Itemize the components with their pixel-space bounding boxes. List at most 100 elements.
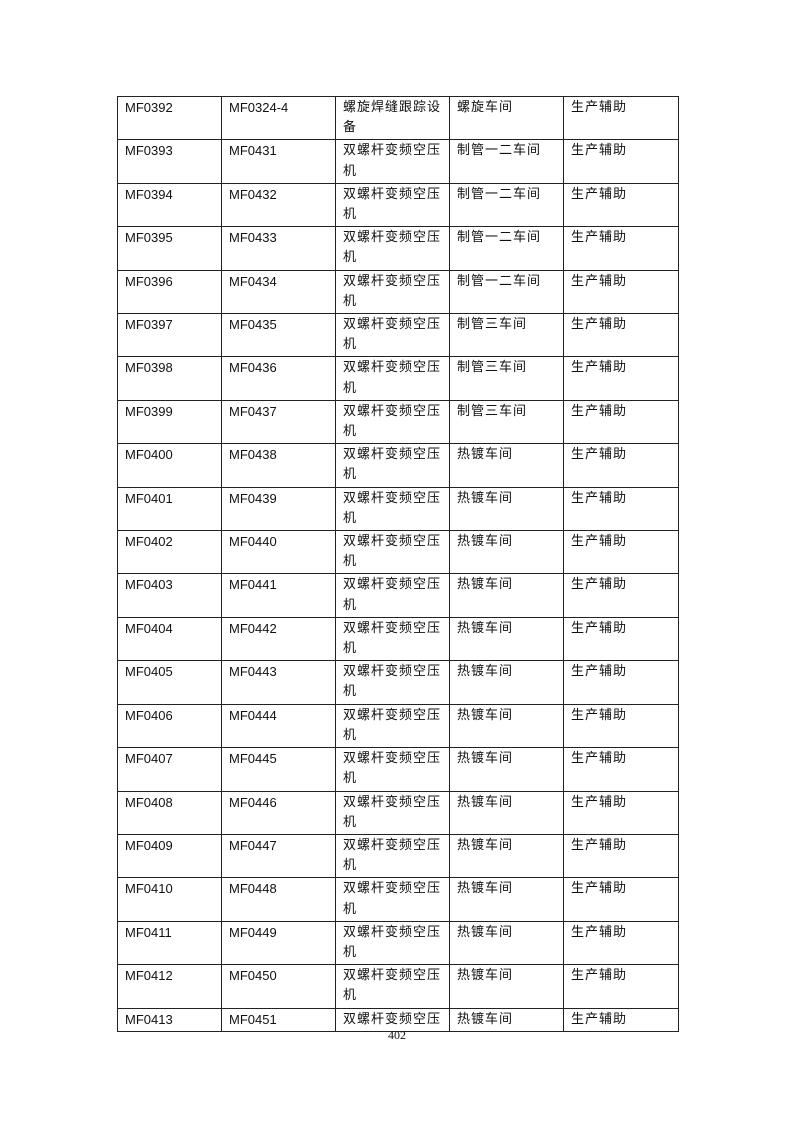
- table-cell: 双螺杆变频空压机: [335, 877, 450, 922]
- table-cell: 生产辅助: [563, 313, 679, 358]
- table-cell: MF0438: [221, 443, 336, 488]
- table-row: MF0406 MF0444 双螺杆变频空压机 热镀车间 生产辅助: [117, 703, 679, 749]
- page-number: 402: [388, 1028, 406, 1042]
- table-cell: MF0398: [117, 356, 222, 401]
- table-cell: MF0403: [117, 573, 222, 618]
- table-cell: 双螺杆变频空压机: [335, 356, 450, 401]
- table-cell: 螺旋焊缝跟踪设备: [335, 95, 450, 141]
- table-cell: 生产辅助: [563, 356, 679, 401]
- table-row: MF0412 MF0450 双螺杆变频空压机 热镀车间 生产辅助: [117, 964, 679, 1009]
- table-cell: 热镀车间: [449, 660, 564, 705]
- table-cell: MF0447: [221, 833, 336, 879]
- table-cell: MF0449: [221, 920, 336, 966]
- table-cell: 热镀车间: [449, 920, 564, 966]
- table-cell: 热镀车间: [449, 790, 564, 835]
- table-cell: MF0440: [221, 530, 336, 575]
- table-cell: 双螺杆变频空压机: [335, 226, 450, 271]
- table-cell: 生产辅助: [563, 790, 679, 835]
- table-row: MF0405 MF0443 双螺杆变频空压机 热镀车间 生产辅助: [117, 660, 679, 705]
- table-cell: MF0435: [221, 313, 336, 358]
- table-cell: 双螺杆变频空压机: [335, 486, 450, 532]
- table-cell: 生产辅助: [563, 573, 679, 618]
- table-cell: 制管一二车间: [449, 182, 564, 228]
- table-cell: MF0400: [117, 443, 222, 488]
- table-cell: MF0439: [221, 486, 336, 532]
- table-row: MF0403 MF0441 双螺杆变频空压机 热镀车间 生产辅助: [117, 573, 679, 618]
- table-cell: 热镀车间: [449, 833, 564, 879]
- table-cell: 双螺杆变频空压机: [335, 182, 450, 228]
- table-row: MF0400 MF0438 双螺杆变频空压机 热镀车间 生产辅助: [117, 443, 679, 488]
- table-cell: 制管一二车间: [449, 226, 564, 271]
- table-cell: 生产辅助: [563, 139, 679, 184]
- table-cell: 双螺杆变频空压机: [335, 790, 450, 835]
- table-row: MF0404 MF0442 双螺杆变频空压机 热镀车间 生产辅助: [117, 616, 679, 662]
- table-cell: MF0433: [221, 226, 336, 271]
- table-cell: MF0448: [221, 877, 336, 922]
- table-cell: 双螺杆变频空压机: [335, 833, 450, 879]
- table-cell: 双螺杆变频空压机: [335, 573, 450, 618]
- table-cell: 双螺杆变频空压机: [335, 399, 450, 445]
- table-row: MF0392 MF0324-4 螺旋焊缝跟踪设备 螺旋车间 生产辅助: [117, 95, 679, 141]
- table-cell: 双螺杆变频空压机: [335, 443, 450, 488]
- table-row: MF0409 MF0447 双螺杆变频空压机 热镀车间 生产辅助: [117, 833, 679, 879]
- table-cell: 制管三车间: [449, 313, 564, 358]
- table-cell: 热镀车间: [449, 747, 564, 792]
- table-cell: MF0441: [221, 573, 336, 618]
- table-cell: MF0406: [117, 703, 222, 749]
- table-cell: 生产辅助: [563, 747, 679, 792]
- table-cell: 双螺杆变频空压机: [335, 660, 450, 705]
- table-cell: 热镀车间: [449, 443, 564, 488]
- table-cell: 热镀车间: [449, 703, 564, 749]
- table-cell: 双螺杆变频空压机: [335, 269, 450, 315]
- table-cell: 热镀车间: [449, 530, 564, 575]
- table-cell: MF0444: [221, 703, 336, 749]
- table-cell: MF0436: [221, 356, 336, 401]
- table-body: MF0392 MF0324-4 螺旋焊缝跟踪设备 螺旋车间 生产辅助 MF0393 MF04…: [117, 95, 679, 1032]
- table-cell: 双螺杆变频空压机: [335, 920, 450, 966]
- table-row: MF0393 MF0431 双螺杆变频空压机 制管一二车间 生产辅助: [117, 139, 679, 184]
- table-cell: 双螺杆变频空压机: [335, 703, 450, 749]
- table-cell: MF0451: [221, 1007, 336, 1032]
- table-row: MF0396 MF0434 双螺杆变频空压机 制管一二车间 生产辅助: [117, 269, 679, 315]
- table-cell: MF0410: [117, 877, 222, 922]
- table-cell: 热镀车间: [449, 1007, 564, 1032]
- table-row: MF0395 MF0433 双螺杆变频空压机 制管一二车间 生产辅助: [117, 226, 679, 271]
- table-row: MF0397 MF0435 双螺杆变频空压机 制管三车间 生产辅助: [117, 313, 679, 358]
- table-cell: 双螺杆变频空压机: [335, 747, 450, 792]
- table-cell: 生产辅助: [563, 95, 679, 141]
- table-cell: 生产辅助: [563, 964, 679, 1009]
- table-cell: MF0412: [117, 964, 222, 1009]
- table-cell: MF0393: [117, 139, 222, 184]
- table-cell: MF0399: [117, 399, 222, 445]
- table-cell: 双螺杆变频空压机: [335, 530, 450, 575]
- table-cell: 制管三车间: [449, 356, 564, 401]
- table-row: MF0411 MF0449 双螺杆变频空压机 热镀车间 生产辅助: [117, 920, 679, 966]
- table-cell: MF0395: [117, 226, 222, 271]
- table-cell: 双螺杆变频空压机: [335, 139, 450, 184]
- table-cell: 生产辅助: [563, 226, 679, 271]
- table-cell: MF0443: [221, 660, 336, 705]
- table-cell: MF0446: [221, 790, 336, 835]
- table-cell: 生产辅助: [563, 920, 679, 966]
- table-cell: 生产辅助: [563, 530, 679, 575]
- table-cell: MF0431: [221, 139, 336, 184]
- table-cell: 双螺杆变频空压机: [335, 616, 450, 662]
- table-row: MF0402 MF0440 双螺杆变频空压机 热镀车间 生产辅助: [117, 530, 679, 575]
- table-cell: 生产辅助: [563, 616, 679, 662]
- table-cell: MF0450: [221, 964, 336, 1009]
- table-row: MF0410 MF0448 双螺杆变频空压机 热镀车间 生产辅助: [117, 877, 679, 922]
- table-row: MF0407 MF0445 双螺杆变频空压机 热镀车间 生产辅助: [117, 747, 679, 792]
- table-cell: 生产辅助: [563, 486, 679, 532]
- table-cell: MF0411: [117, 920, 222, 966]
- table-cell: MF0394: [117, 182, 222, 228]
- table-cell: MF0402: [117, 530, 222, 575]
- table-cell: MF0434: [221, 269, 336, 315]
- table-cell: 双螺杆变频空压机: [335, 964, 450, 1009]
- table-cell: 生产辅助: [563, 182, 679, 228]
- table-cell: 热镀车间: [449, 877, 564, 922]
- table-cell: MF0401: [117, 486, 222, 532]
- table-cell: 生产辅助: [563, 1007, 679, 1032]
- table-cell: MF0396: [117, 269, 222, 315]
- table-cell: 生产辅助: [563, 443, 679, 488]
- table-cell: 热镀车间: [449, 573, 564, 618]
